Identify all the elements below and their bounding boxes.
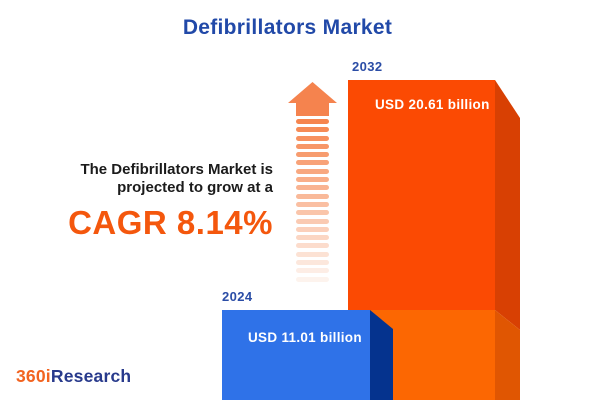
bar-label-2032: 2032 <box>352 59 383 74</box>
bar-2024-side <box>370 310 393 400</box>
company-logo: 360iResearch <box>16 366 131 387</box>
logo-prefix: 360i <box>16 366 51 386</box>
bar-2032-front <box>348 80 495 310</box>
bar-2024-front <box>222 310 370 400</box>
bar-2032-side <box>495 80 520 330</box>
bar-label-2024: 2024 <box>222 289 253 304</box>
logo-suffix: Research <box>50 366 132 386</box>
bar-value-2024: USD 11.01 billion <box>248 330 362 345</box>
arrow-dashes <box>296 119 329 282</box>
up-arrow-icon <box>288 82 337 116</box>
page-title: Defibrillators Market <box>182 16 393 39</box>
growth-arrow <box>288 82 337 292</box>
bar-value-2032: USD 20.61 billion <box>375 97 490 112</box>
tagline-line2: projected to grow at a <box>117 178 273 196</box>
cagr-value: CAGR 8.14% <box>68 204 273 241</box>
tagline-line1: The Defibrillators Market is <box>80 161 273 178</box>
tagline: The Defibrillators Market is projected t… <box>30 161 273 242</box>
